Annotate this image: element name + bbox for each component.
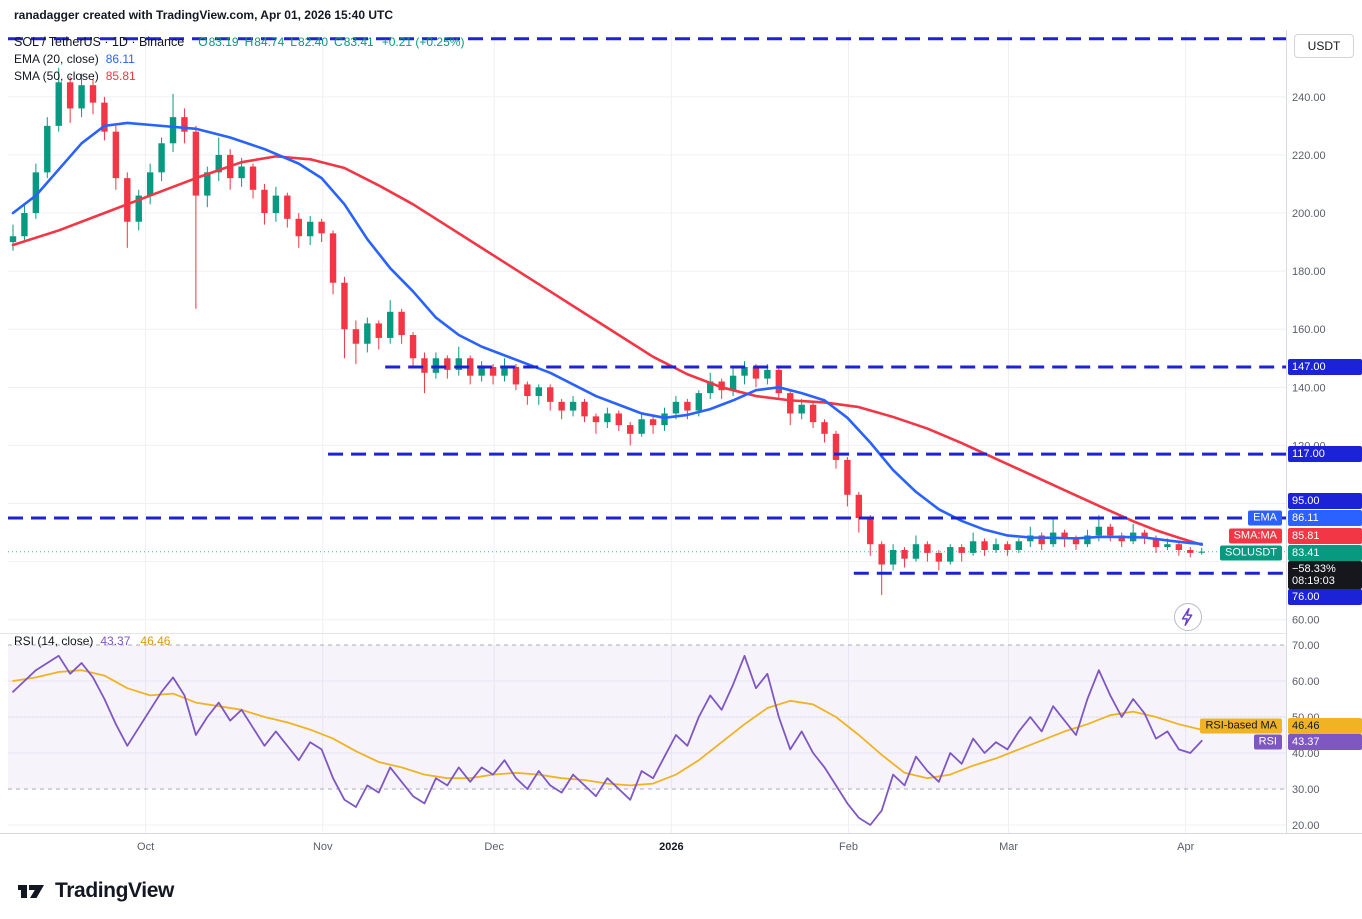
rsi-label: RSI (14, close) xyxy=(14,633,94,648)
sma-label: SMA (50, close) xyxy=(14,68,99,83)
high-label: H xyxy=(244,34,254,49)
time-label-Oct: Oct xyxy=(137,841,154,853)
ema-value: 86.11 xyxy=(105,51,135,66)
rsi-tick: 30.00 xyxy=(1292,784,1320,796)
rsi-tick: 70.00 xyxy=(1292,640,1320,652)
currency-button[interactable]: USDT xyxy=(1294,34,1354,58)
rsi-value: 43.37 xyxy=(100,633,131,648)
rsi-tick: 20.00 xyxy=(1292,820,1320,832)
ema-legend-row: EMA (20, close) 86.11 xyxy=(14,50,464,67)
chart-pane[interactable]: 240.00220.00200.00180.00160.00140.00120.… xyxy=(0,0,1362,862)
axis-badge-level-76: 76.00 xyxy=(1288,589,1362,605)
price-tick: 60.00 xyxy=(1292,615,1320,627)
time-label-Apr: Apr xyxy=(1177,841,1194,853)
time-label-Nov: Nov xyxy=(313,841,333,853)
price-tick: 240.00 xyxy=(1292,92,1326,104)
candles xyxy=(9,67,1205,596)
axis-badge-last: 83.41 xyxy=(1288,545,1362,561)
lightning-icon xyxy=(1181,608,1193,626)
axis-badge-level-147: 147.00 xyxy=(1288,358,1362,375)
open-value: 83.19 xyxy=(208,34,239,49)
gridlines xyxy=(8,30,1286,833)
time-label-Dec: Dec xyxy=(484,841,504,853)
axis-badge-level-117: 117.00 xyxy=(1288,446,1362,463)
price-tick: 220.00 xyxy=(1292,150,1326,162)
axis-tag-rsi: RSI xyxy=(1253,734,1282,750)
header-bar: ranadagger created with TradingView.com,… xyxy=(0,0,1362,30)
low-label: L xyxy=(290,34,297,49)
time-label-Feb: Feb xyxy=(839,841,858,853)
sma-50-line xyxy=(11,155,1204,547)
open-label: O xyxy=(198,34,208,49)
rsi-band xyxy=(8,645,1286,789)
axis-badge-countdown: −58.33% 08:19:03 xyxy=(1288,561,1362,589)
high-value: 84.74 xyxy=(254,34,285,49)
symbol-title: SOL / TetherUS · 1D · Binance xyxy=(14,34,185,49)
sma-value: 85.81 xyxy=(105,68,136,83)
axis-badge-level-95: 95.00 xyxy=(1288,493,1362,509)
price-ticks: 240.00220.00200.00180.00160.00140.00120.… xyxy=(1292,92,1326,627)
tradingview-logo-icon[interactable] xyxy=(16,879,46,903)
price-tick: 160.00 xyxy=(1292,324,1326,336)
low-value: 82.40 xyxy=(297,34,329,49)
symbol-legend-row: SOL / TetherUS · 1D · Binance O 83.19 H 84… xyxy=(14,33,464,50)
time-label-Mar: Mar xyxy=(999,841,1018,853)
axis-tag-rsi-ma: RSI-based MA xyxy=(1200,718,1282,734)
axis-badge-rsi: 43.37 xyxy=(1288,734,1362,750)
axis-badge-rsi-ma: 46.46 xyxy=(1288,718,1362,734)
close-value: 83.41 xyxy=(343,34,374,49)
price-axis[interactable] xyxy=(1287,30,1362,833)
axis-tag-last: SOLUSDT xyxy=(1220,545,1282,561)
ema-label: EMA (20, close) xyxy=(14,51,99,66)
price-tick: 200.00 xyxy=(1292,208,1326,220)
legend: SOL / TetherUS · 1D · Binance O 83.19 H 84… xyxy=(14,33,464,84)
rsi-line xyxy=(12,654,1203,826)
sma-legend-row: SMA (50, close) 85.81 xyxy=(14,67,464,84)
footer-bar: TradingView xyxy=(0,862,1362,919)
rsi-tick: 40.00 xyxy=(1292,748,1320,760)
change-value: +0.21 (+0.25%) xyxy=(381,34,465,49)
close-label: C xyxy=(334,34,343,49)
tradingview-logo-text[interactable]: TradingView xyxy=(55,878,174,902)
axis-tag-ema: EMA xyxy=(1248,510,1282,526)
axis-badge-sma: 85.81 xyxy=(1288,528,1362,544)
axis-badge-ema: 86.11 xyxy=(1288,510,1362,526)
ema-20-line xyxy=(11,121,1204,546)
time-axis[interactable] xyxy=(0,833,1286,862)
price-tick: 140.00 xyxy=(1292,382,1326,394)
rsi-ma-line xyxy=(12,669,1203,787)
time-label-2026: 2026 xyxy=(659,841,683,853)
lightning-button[interactable] xyxy=(1174,603,1202,631)
header-title: ranadagger created with TradingView.com,… xyxy=(14,8,394,22)
price-tick: 180.00 xyxy=(1292,266,1326,278)
rsi-tick: 60.00 xyxy=(1292,676,1320,688)
time-labels: Oct Nov Dec 2026 Feb Mar Apr xyxy=(137,841,1195,853)
rsi-ma-value: 46.46 xyxy=(140,633,171,648)
axis-tag-sma: SMA:MA xyxy=(1228,528,1282,544)
rsi-legend-row: RSI (14, close) 43.37 46.46 xyxy=(14,632,170,649)
